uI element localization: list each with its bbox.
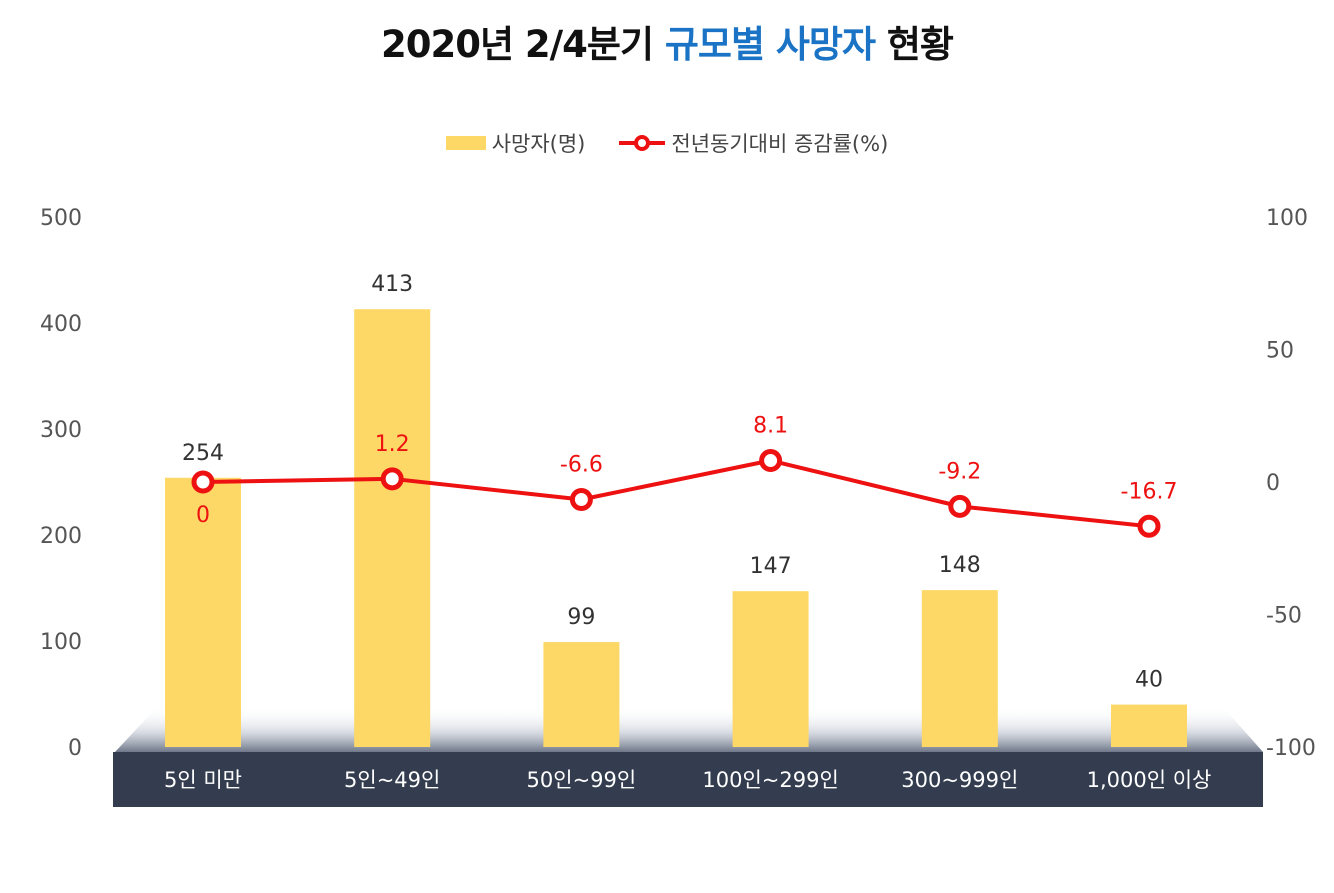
bar	[354, 309, 431, 747]
bar-value-label: 148	[939, 553, 981, 578]
bar-value-label: 413	[371, 272, 413, 297]
legend-bar-swatch	[445, 136, 486, 150]
bar-value-label: 254	[182, 441, 224, 466]
line-value-label: -6.6	[560, 452, 603, 477]
bar	[732, 591, 809, 747]
line-path	[202, 458, 1150, 529]
left-axis: 0 100 200 300 400 500	[40, 206, 82, 761]
title-highlight: 규모별 사망자	[664, 23, 876, 66]
category-band	[113, 752, 1263, 807]
line-marker	[569, 487, 593, 511]
bar-value-label: 40	[1135, 668, 1163, 693]
left-tick-label: 500	[40, 206, 82, 231]
line-marker	[1137, 514, 1161, 538]
left-tick-label: 200	[40, 524, 82, 549]
floor-shadow	[115, 707, 1263, 752]
category-label: 5인~49인	[344, 768, 440, 792]
legend-item-bars: 사망자(명)	[445, 128, 586, 158]
right-tick-label: 0	[1266, 471, 1280, 496]
bar-value-label: 147	[750, 554, 792, 579]
title-part1: 2020년 2/4분기	[381, 23, 665, 66]
bar	[543, 642, 620, 747]
line-marker	[380, 467, 404, 491]
line-marker	[759, 449, 783, 473]
line-value-label: 8.1	[753, 414, 788, 439]
legend-item-line: 전년동기대비 증감률(%)	[619, 128, 888, 158]
legend-label-line: 전년동기대비 증감률(%)	[671, 132, 889, 156]
line-marker	[948, 494, 972, 518]
bar	[165, 477, 241, 747]
bar-value-labels: 254 413 99 147 148 40	[182, 272, 1163, 692]
legend-label-bars: 사망자(명)	[491, 132, 586, 156]
right-tick-label: -50	[1266, 604, 1302, 629]
legend: 사망자(명) 전년동기대비 증감률(%)	[0, 128, 1334, 158]
left-tick-label: 100	[40, 630, 82, 655]
title-part2: 현황	[875, 23, 954, 66]
line-series	[191, 449, 1161, 538]
category-label: 100인~299인	[702, 768, 838, 792]
line-value-label: 1.2	[375, 432, 410, 457]
line-value-label: -9.2	[938, 459, 981, 484]
line-value-labels: 0 1.2 -6.6 8.1 -9.2 -16.7	[196, 414, 1177, 528]
bar-value-label: 99	[567, 605, 595, 630]
line-value-label: 0	[196, 503, 210, 528]
category-labels: 5인 미만 5인~49인 50인~99인 100인~299인 300~999인 1,000…	[164, 768, 1211, 792]
right-tick-label: 100	[1266, 206, 1308, 231]
legend-line-swatch	[619, 135, 666, 151]
bar	[1111, 704, 1187, 747]
bar-series	[165, 309, 1187, 747]
left-tick-label: 0	[68, 736, 82, 761]
category-label: 1,000인 이상	[1087, 768, 1212, 792]
line-value-label: -16.7	[1121, 479, 1178, 504]
line-marker	[191, 470, 215, 494]
category-label: 50인~99인	[527, 768, 637, 792]
category-label: 300~999인	[901, 768, 1018, 792]
chart-title: 2020년 2/4분기 규모별 사망자 현황	[0, 14, 1334, 68]
left-tick-label: 300	[40, 418, 82, 443]
bar	[921, 590, 998, 747]
right-tick-label: -100	[1266, 736, 1316, 761]
right-axis: -100 -50 0 50 100	[1266, 206, 1316, 761]
left-tick-label: 400	[40, 312, 82, 337]
right-tick-label: 50	[1266, 339, 1294, 364]
category-label: 5인 미만	[164, 768, 242, 792]
